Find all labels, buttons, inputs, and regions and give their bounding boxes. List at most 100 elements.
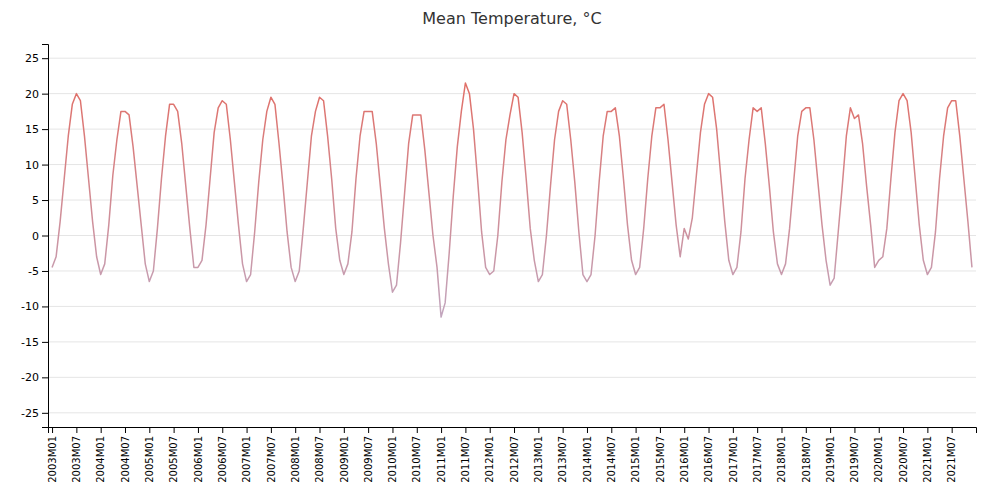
x-tick-label: 2011M01 xyxy=(436,436,447,483)
x-tick-label: 2016M07 xyxy=(703,436,714,483)
x-tick-mark xyxy=(854,427,855,433)
x-tick-label: 2004M07 xyxy=(120,436,131,483)
x-tick: 2015M01 xyxy=(630,427,641,483)
x-tick: 2007M07 xyxy=(266,427,277,483)
y-tick: -25 xyxy=(21,407,48,420)
x-tick-mark xyxy=(344,427,345,433)
x-tick-label: 2015M01 xyxy=(630,436,641,483)
y-tick: 20 xyxy=(25,88,48,101)
x-tick-label: 2019M01 xyxy=(825,436,836,483)
x-tick: 2011M07 xyxy=(460,427,471,483)
x-tick-label: 2021M07 xyxy=(946,436,957,483)
x-tick-mark xyxy=(465,427,466,433)
y-tick-label: -10 xyxy=(21,300,39,313)
y-tick-mark xyxy=(42,236,48,237)
y-tick-mark xyxy=(42,342,48,343)
y-tick-label: 5 xyxy=(32,194,39,207)
x-tick-mark xyxy=(392,427,393,433)
x-tick: 2021M01 xyxy=(922,427,933,483)
x-tick-mark xyxy=(903,427,904,433)
x-tick: 2014M07 xyxy=(606,427,617,483)
x-tick: 2009M01 xyxy=(339,427,350,483)
x-tick: 2020M01 xyxy=(873,427,884,483)
x-tick: 2010M01 xyxy=(387,427,398,483)
x-tick-mark xyxy=(271,427,272,433)
x-tick: 2013M01 xyxy=(533,427,544,483)
x-tick-mark xyxy=(587,427,588,433)
x-tick: 2003M01 xyxy=(47,427,58,483)
x-tick-label: 2011M07 xyxy=(460,436,471,483)
y-tick: -5 xyxy=(28,265,48,278)
x-tick: 2009M07 xyxy=(363,427,374,483)
x-tick: 2020M07 xyxy=(898,427,909,483)
y-tick-label: 15 xyxy=(25,123,39,136)
x-tick-label: 2006M01 xyxy=(193,436,204,483)
y-tick: 15 xyxy=(25,123,48,136)
x-tick: 2006M07 xyxy=(217,427,228,483)
x-tick: 2017M07 xyxy=(752,427,763,483)
x-tick-label: 2015M07 xyxy=(655,436,666,483)
x-tick-label: 2014M01 xyxy=(582,436,593,483)
x-tick-mark xyxy=(879,427,880,433)
y-tick: -15 xyxy=(21,336,48,349)
x-tick-mark xyxy=(295,427,296,433)
x-tick-label: 2013M01 xyxy=(533,436,544,483)
x-tick-mark xyxy=(757,427,758,433)
x-tick-label: 2017M01 xyxy=(728,436,739,483)
y-tick-mark xyxy=(42,129,48,130)
x-tick: 2008M01 xyxy=(290,427,301,483)
x-tick-label: 2019M07 xyxy=(849,436,860,483)
x-axis-line xyxy=(49,428,977,434)
x-tick-label: 2013M07 xyxy=(557,436,568,483)
x-tick: 2005M01 xyxy=(144,427,155,483)
x-tick: 2007M01 xyxy=(241,427,252,483)
x-tick-mark xyxy=(636,427,637,433)
y-tick-mark xyxy=(42,306,48,307)
x-tick-label: 2005M07 xyxy=(168,436,179,483)
plot-area xyxy=(52,83,972,317)
x-tick-label: 2010M07 xyxy=(411,436,422,483)
grid-line xyxy=(48,412,976,413)
x-tick-label: 2018M07 xyxy=(800,436,811,483)
x-tick: 2014M01 xyxy=(582,427,593,483)
temperature-line xyxy=(52,83,972,317)
grid-line xyxy=(48,129,976,130)
x-tick: 2011M01 xyxy=(436,427,447,483)
x-tick-label: 2021M01 xyxy=(922,436,933,483)
x-tick-mark xyxy=(417,427,418,433)
x-tick-label: 2014M07 xyxy=(606,436,617,483)
x-tick: 2004M07 xyxy=(120,427,131,483)
x-tick-mark xyxy=(927,427,928,433)
x-tick-mark xyxy=(52,427,53,433)
y-tick: -10 xyxy=(21,300,48,313)
x-tick-label: 2016M01 xyxy=(679,436,690,483)
x-tick-mark xyxy=(660,427,661,433)
x-tick-mark xyxy=(247,427,248,433)
chart: -25-20-15-10-505101520252003M012003M0720… xyxy=(0,0,1000,499)
x-tick-label: 2009M01 xyxy=(339,436,350,483)
x-tick: 2016M01 xyxy=(679,427,690,483)
y-tick-label: 25 xyxy=(25,52,39,65)
y-axis-line xyxy=(42,45,49,428)
grid-line xyxy=(48,58,976,59)
grid-line xyxy=(48,235,976,236)
x-tick-mark xyxy=(125,427,126,433)
y-tick: 0 xyxy=(32,230,48,243)
x-tick-label: 2017M07 xyxy=(752,436,763,483)
x-tick: 2003M07 xyxy=(71,427,82,483)
x-tick-mark xyxy=(149,427,150,433)
x-tick-label: 2003M07 xyxy=(71,436,82,483)
x-tick: 2012M01 xyxy=(484,427,495,483)
x-tick: 2016M07 xyxy=(703,427,714,483)
x-tick-mark xyxy=(781,427,782,433)
y-tick-mark xyxy=(42,200,48,201)
grid xyxy=(48,58,976,413)
x-tick-mark xyxy=(174,427,175,433)
x-tick-mark xyxy=(76,427,77,433)
grid-line xyxy=(48,377,976,378)
grid-line xyxy=(48,93,976,94)
x-tick: 2018M07 xyxy=(800,427,811,483)
grid-line xyxy=(48,164,976,165)
x-tick-label: 2010M01 xyxy=(387,436,398,483)
x-tick-mark xyxy=(709,427,710,433)
